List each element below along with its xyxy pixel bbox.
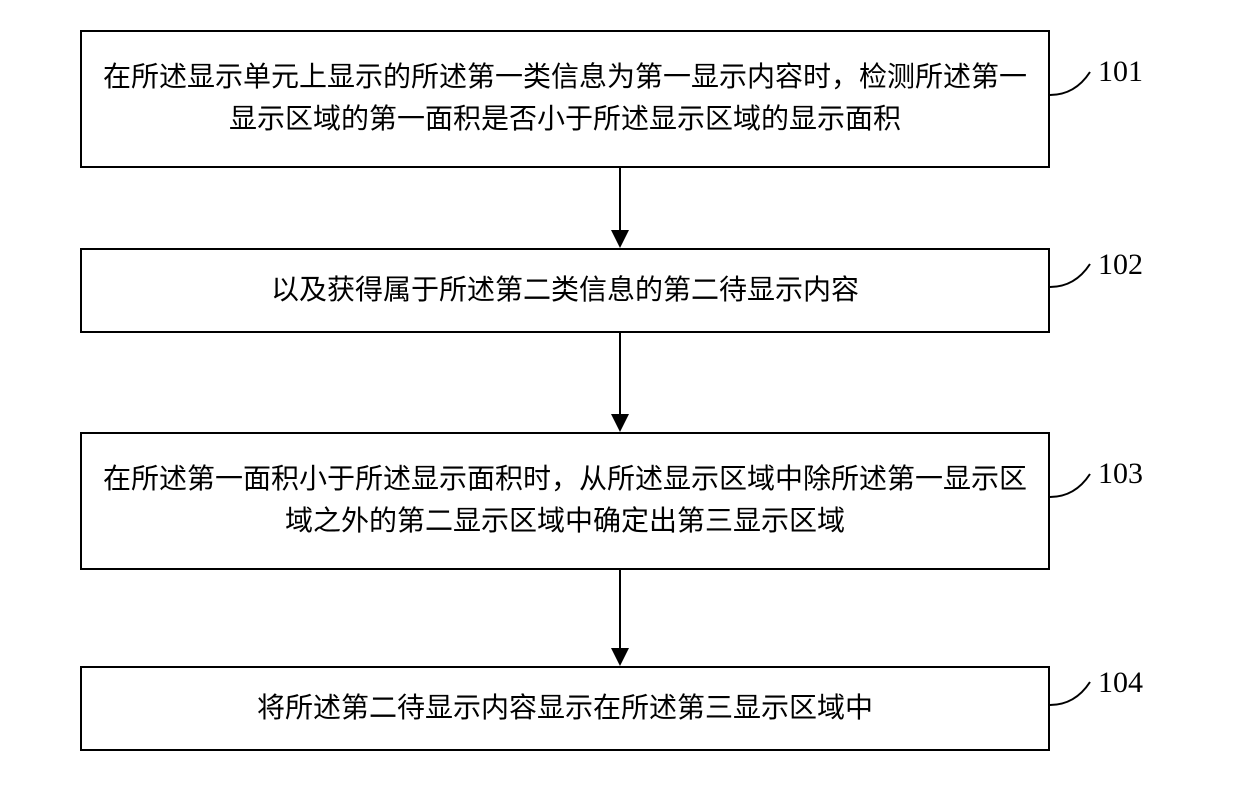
step-2-label: 102	[1098, 248, 1143, 282]
step-3-text: 在所述第一面积小于所述显示面积时，从所述显示区域中除所述第一显示区域之外的第二显…	[102, 459, 1028, 543]
flowchart-step-1: 在所述显示单元上显示的所述第一类信息为第一显示内容时，检测所述第一显示区域的第一…	[80, 30, 1050, 168]
arrow-3-4	[605, 570, 635, 666]
arrow-1-2	[605, 168, 635, 248]
step-4-label: 104	[1098, 666, 1143, 700]
step-1-text: 在所述显示单元上显示的所述第一类信息为第一显示内容时，检测所述第一显示区域的第一…	[102, 57, 1028, 141]
step-1-label: 101	[1098, 55, 1143, 89]
label-connector-1	[1050, 70, 1100, 100]
arrow-2-3	[605, 333, 635, 432]
flowchart-step-3: 在所述第一面积小于所述显示面积时，从所述显示区域中除所述第一显示区域之外的第二显…	[80, 432, 1050, 570]
step-2-text: 以及获得属于所述第二类信息的第二待显示内容	[271, 270, 859, 312]
label-connector-2	[1050, 262, 1100, 292]
flowchart-step-4: 将所述第二待显示内容显示在所述第三显示区域中	[80, 666, 1050, 751]
flowchart-step-2: 以及获得属于所述第二类信息的第二待显示内容	[80, 248, 1050, 333]
step-4-text: 将所述第二待显示内容显示在所述第三显示区域中	[257, 688, 873, 730]
label-connector-4	[1050, 680, 1100, 710]
step-3-label: 103	[1098, 457, 1143, 491]
label-connector-3	[1050, 472, 1100, 502]
